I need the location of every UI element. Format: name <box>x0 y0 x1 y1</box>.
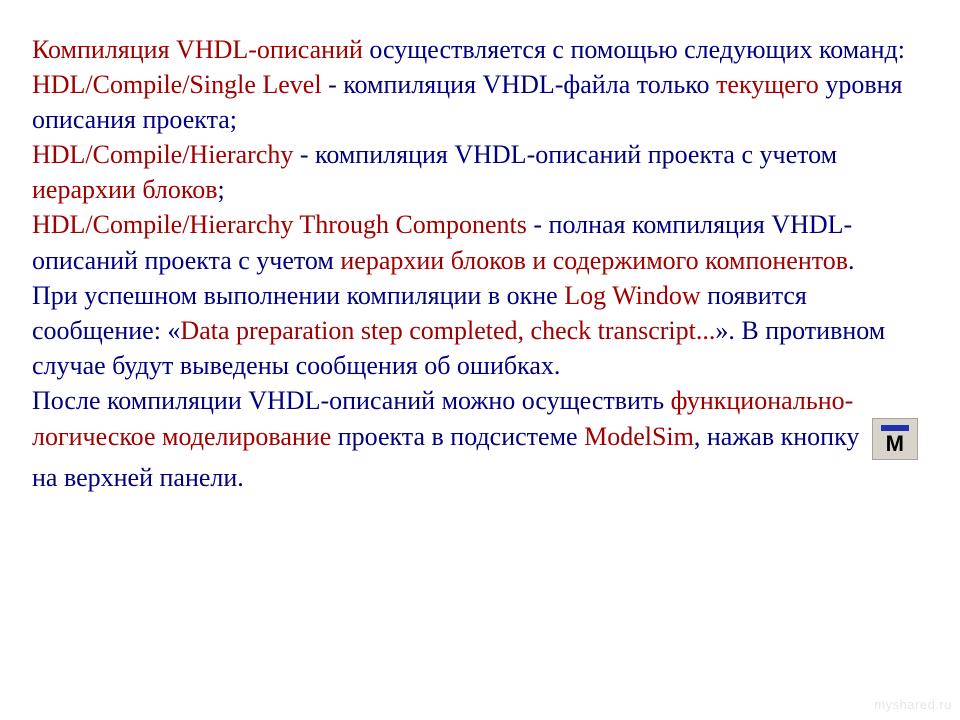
text-run: иерархии блоков и содержимого компоненто… <box>340 246 848 275</box>
text-run: ; <box>217 175 224 204</box>
text-run: После компиляции VHDL-описаний можно осу… <box>32 386 671 415</box>
text-run: на верхней панели. <box>32 463 244 492</box>
text-run: Data preparation step completed, check t… <box>180 316 715 345</box>
text-run: проекта в подсистеме <box>331 422 584 451</box>
paragraph-block: Компиляция VHDL-описаний осуществляется … <box>32 32 932 495</box>
text-run: - компиляция VHDL-описаний проекта с уче… <box>293 140 837 169</box>
icon-letter: М <box>873 433 917 455</box>
text-run: HDL/Compile/Single Level <box>32 70 322 99</box>
text-run: , нажав кнопку <box>694 422 866 451</box>
watermark: myshared.ru <box>874 696 952 714</box>
text-run: Log Window <box>564 281 700 310</box>
modelsim-icon: М <box>872 418 918 460</box>
text-run: - компиляция VHDL-файла только <box>322 70 716 99</box>
text-run: HDL/Compile/Hierarchy <box>32 140 293 169</box>
slide-body: Компиляция VHDL-описаний осуществляется … <box>0 0 960 523</box>
text-run: HDL/Compile/Hierarchy Through Components <box>32 210 527 239</box>
text-run: ModelSim <box>584 422 694 451</box>
text-run: текущего <box>716 70 819 99</box>
text-run: осуществляется с помощью следующих коман… <box>363 35 905 64</box>
text-run: иерархии блоков <box>32 175 217 204</box>
text-run: . <box>848 246 855 275</box>
text-run: При успешном выполнении компиляции в окн… <box>32 281 564 310</box>
text-run: Компиляция VHDL-описаний <box>32 35 363 64</box>
